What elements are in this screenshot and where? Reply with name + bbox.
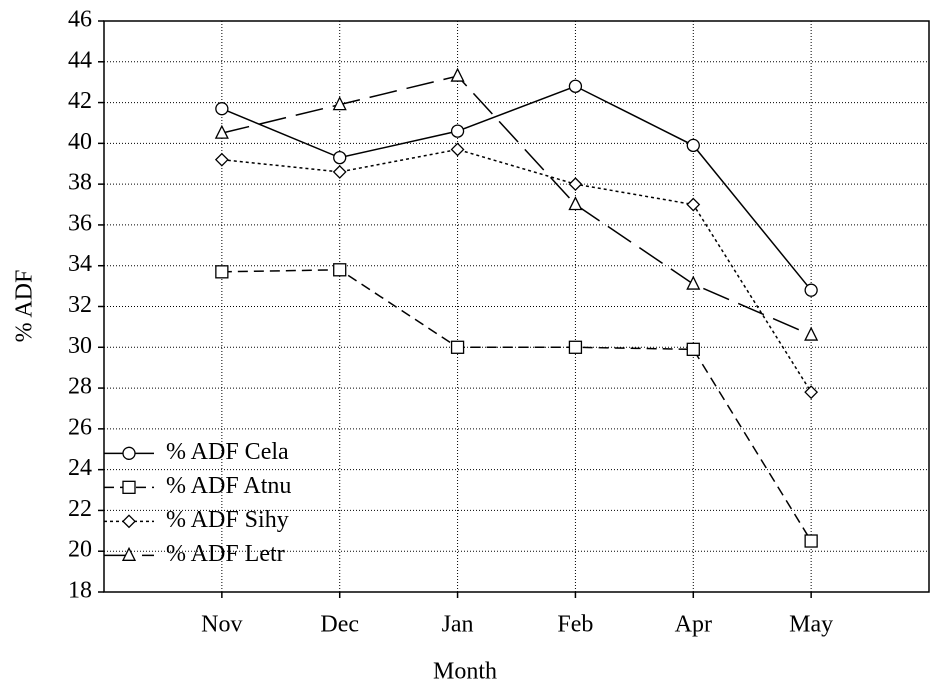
legend-marker [122,446,136,460]
y-tick-label: 44 [68,47,92,73]
marker [804,534,818,548]
legend-label: % ADF Atnu [166,473,291,499]
series-line [221,148,812,393]
marker [804,385,819,400]
legend-label: % ADF Sihy [166,507,289,533]
marker [214,152,229,167]
marker [332,96,347,111]
marker [686,342,700,356]
marker [214,124,229,139]
y-tick-label: 40 [68,129,92,155]
marker [215,102,229,116]
x-tick-label: May [789,612,833,638]
marker [568,177,583,192]
y-tick-label: 30 [68,333,92,359]
marker [568,340,583,354]
legend-label: % ADF Cela [166,439,289,465]
x-tick-label: Dec [320,612,359,638]
marker [686,138,700,153]
x-tick-label: Feb [557,612,593,638]
legend-marker [121,546,137,561]
series-line [221,85,812,291]
marker [686,275,701,290]
y-axis-label: % ADF [12,270,38,343]
marker [215,265,229,279]
y-tick-label: 34 [68,251,92,277]
marker [450,124,465,138]
y-tick-label: 38 [68,170,92,196]
marker [450,142,465,157]
marker [333,263,347,277]
y-tick-label: 18 [68,578,92,604]
y-tick-label: 24 [68,455,92,481]
marker [332,164,347,179]
y-tick-label: 42 [68,88,92,114]
marker [568,196,583,211]
x-tick-label: Apr [675,612,712,638]
marker [450,340,465,354]
legend-entry: % ADF Cela [104,439,289,465]
legend-label: % ADF Letr [166,541,285,567]
legend-entry: % ADF Atnu [104,473,291,499]
y-tick-label: 28 [68,374,92,400]
legend-entry: % ADF Sihy [104,507,289,533]
plot-frame [103,20,930,593]
y-tick-label: 36 [68,210,92,236]
x-tick-label: Nov [201,612,242,638]
y-tick-label: 32 [68,292,92,318]
marker [804,326,819,341]
y-tick-label: 22 [68,496,92,522]
x-tick-label: Jan [442,612,474,638]
legend-marker [122,480,136,494]
marker [450,67,465,82]
y-tick-label: 26 [68,414,92,440]
marker [568,79,583,93]
y-tick-label: 46 [68,7,92,33]
x-axis-label: Month [433,659,497,685]
legend-marker [122,514,136,529]
series-line [221,269,812,542]
y-tick-label: 20 [68,537,92,563]
legend-entry: % ADF Letr [104,541,285,567]
series-line [221,75,812,336]
marker [686,197,701,212]
marker [804,283,818,297]
marker [333,150,347,165]
